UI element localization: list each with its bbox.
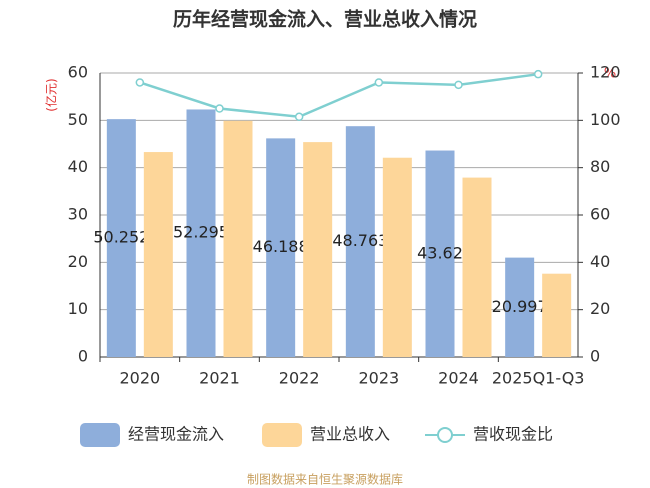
y2-tick-label: 60 bbox=[590, 205, 610, 224]
x-tick-label: 2023 bbox=[358, 369, 399, 388]
legend-label: 经营现金流入 bbox=[128, 425, 224, 444]
line-point bbox=[135, 78, 145, 87]
bar bbox=[143, 152, 173, 357]
y2-axis-label: % bbox=[604, 67, 616, 82]
chart-title: 历年经营现金流入、营业总收入情况 bbox=[173, 8, 477, 31]
x-tick-label: 2024 bbox=[438, 369, 479, 388]
y2-tick-label: 20 bbox=[590, 299, 610, 318]
y2-tick-label: 0 bbox=[590, 347, 600, 366]
legend-swatch bbox=[262, 423, 302, 447]
x-tick-label: 2021 bbox=[199, 369, 240, 388]
bar bbox=[303, 142, 333, 357]
bar bbox=[345, 126, 375, 357]
value-label: 46.188 bbox=[253, 237, 309, 256]
y2-tick-label: 100 bbox=[590, 110, 621, 129]
y-axis-label: (亿元) bbox=[44, 78, 59, 111]
y-tick-label: 50 bbox=[68, 110, 88, 129]
footer: 制图数据来自恒生聚源数据库 bbox=[247, 472, 403, 487]
x-tick-label: 2022 bbox=[279, 369, 320, 388]
legend-swatch bbox=[437, 427, 453, 443]
value-label: 50.252 bbox=[93, 228, 149, 247]
line-point bbox=[215, 104, 224, 113]
y2-tick-label: 40 bbox=[590, 252, 610, 271]
legend-label: 营业总收入 bbox=[310, 425, 390, 444]
bar bbox=[382, 157, 412, 357]
x-tick-label: 2020 bbox=[119, 369, 160, 388]
value-label: 20.997 bbox=[492, 297, 548, 316]
bar bbox=[106, 119, 136, 357]
y2-tick-label: 80 bbox=[590, 157, 610, 176]
y-tick-label: 10 bbox=[68, 299, 88, 318]
line-series bbox=[139, 72, 539, 119]
value-label: 43.62 bbox=[417, 243, 463, 262]
bar bbox=[425, 150, 455, 357]
x-tick-label: 2025Q1-Q3 bbox=[492, 369, 585, 388]
y-tick-label: 40 bbox=[68, 157, 88, 176]
y2-tick-label: 120 bbox=[590, 63, 621, 82]
bar bbox=[223, 120, 253, 357]
bar bbox=[542, 273, 572, 357]
legend-label: 营收现金比 bbox=[473, 425, 553, 444]
value-label: 48.763 bbox=[332, 231, 388, 250]
y-tick-label: 60 bbox=[68, 63, 88, 82]
y-tick-label: 0 bbox=[78, 347, 88, 366]
bar bbox=[462, 177, 492, 357]
line-point bbox=[294, 112, 304, 122]
line-point bbox=[374, 78, 384, 87]
y-tick-label: 30 bbox=[68, 205, 88, 224]
bar bbox=[186, 109, 216, 357]
line-point bbox=[454, 80, 463, 90]
legend-swatch bbox=[80, 423, 120, 447]
bar bbox=[505, 257, 535, 357]
line-point bbox=[533, 69, 543, 79]
bar bbox=[266, 138, 296, 357]
value-label: 52.295 bbox=[173, 223, 229, 242]
y-tick-label: 20 bbox=[68, 252, 88, 271]
